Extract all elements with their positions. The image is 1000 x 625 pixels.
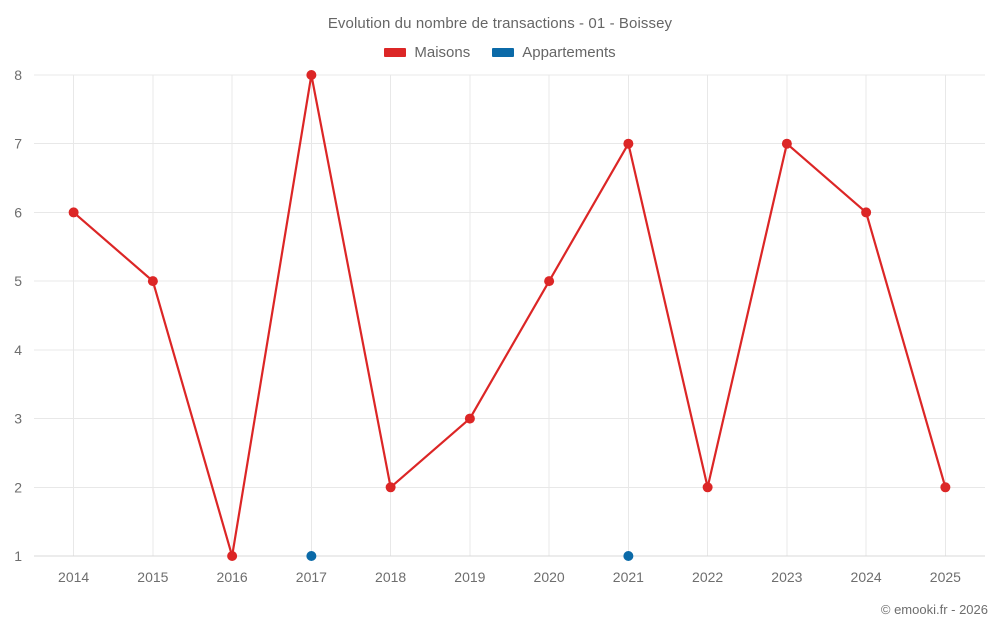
data-point-maisons-2021[interactable] [623,138,634,149]
data-point-maisons-2022[interactable] [702,482,713,493]
x-axis-tick-label: 2024 [851,569,882,585]
x-axis-tick-label: 2025 [930,569,961,585]
chart-legend: Maisons Appartements [0,44,1000,61]
legend-item-maisons[interactable]: Maisons [384,44,470,61]
data-point-maisons-2017[interactable] [306,70,317,80]
data-point-appartements-2021[interactable] [623,551,634,561]
x-axis-tick-label: 2016 [217,569,248,585]
x-axis-tick-label: 2018 [375,569,406,585]
data-point-maisons-2023[interactable] [781,138,792,149]
data-point-maisons-2020[interactable] [544,276,555,287]
x-axis-tick-label: 2022 [692,569,723,585]
y-axis-tick-label: 4 [14,342,22,358]
chart-credit: © emooki.fr - 2026 [880,602,988,617]
x-axis-tick-label: 2019 [454,569,485,585]
y-axis-tick-label: 8 [14,67,22,83]
legend-label-appartements: Appartements [522,44,616,61]
legend-label-maisons: Maisons [414,44,471,61]
x-axis-tick-label: 2014 [58,569,89,585]
y-axis-tick-label: 7 [14,136,22,152]
series-line-maisons [72,73,947,558]
x-axis-tick-label: 2021 [613,569,644,585]
legend-swatch-maisons [384,48,407,57]
y-axis-tick-label: 6 [14,204,22,220]
chart-title: Evolution du nombre de transactions - 01… [327,15,673,32]
y-axis-tick-label: 5 [14,273,22,289]
x-axis-tick-label: 2015 [137,569,168,585]
data-point-maisons-2014[interactable] [68,207,79,218]
data-point-appartements-2017[interactable] [306,551,317,561]
data-point-maisons-2019[interactable] [464,413,475,424]
x-axis-tick-label: 2023 [771,569,802,585]
y-axis-tick-label: 2 [14,479,22,495]
y-axis-tick-label: 3 [14,411,22,427]
data-point-maisons-2016[interactable] [227,551,238,561]
x-axis-tick-label: 2017 [296,569,327,585]
data-point-maisons-2024[interactable] [861,207,872,218]
data-point-maisons-2018[interactable] [385,482,396,493]
data-point-maisons-2015[interactable] [147,276,158,287]
data-point-maisons-2025[interactable] [940,482,951,493]
legend-swatch-appartements [492,48,515,57]
x-axis-tick-label: 2020 [534,569,565,585]
legend-item-appartements[interactable]: Appartements [492,44,616,61]
y-axis-tick-label: 1 [14,548,22,564]
